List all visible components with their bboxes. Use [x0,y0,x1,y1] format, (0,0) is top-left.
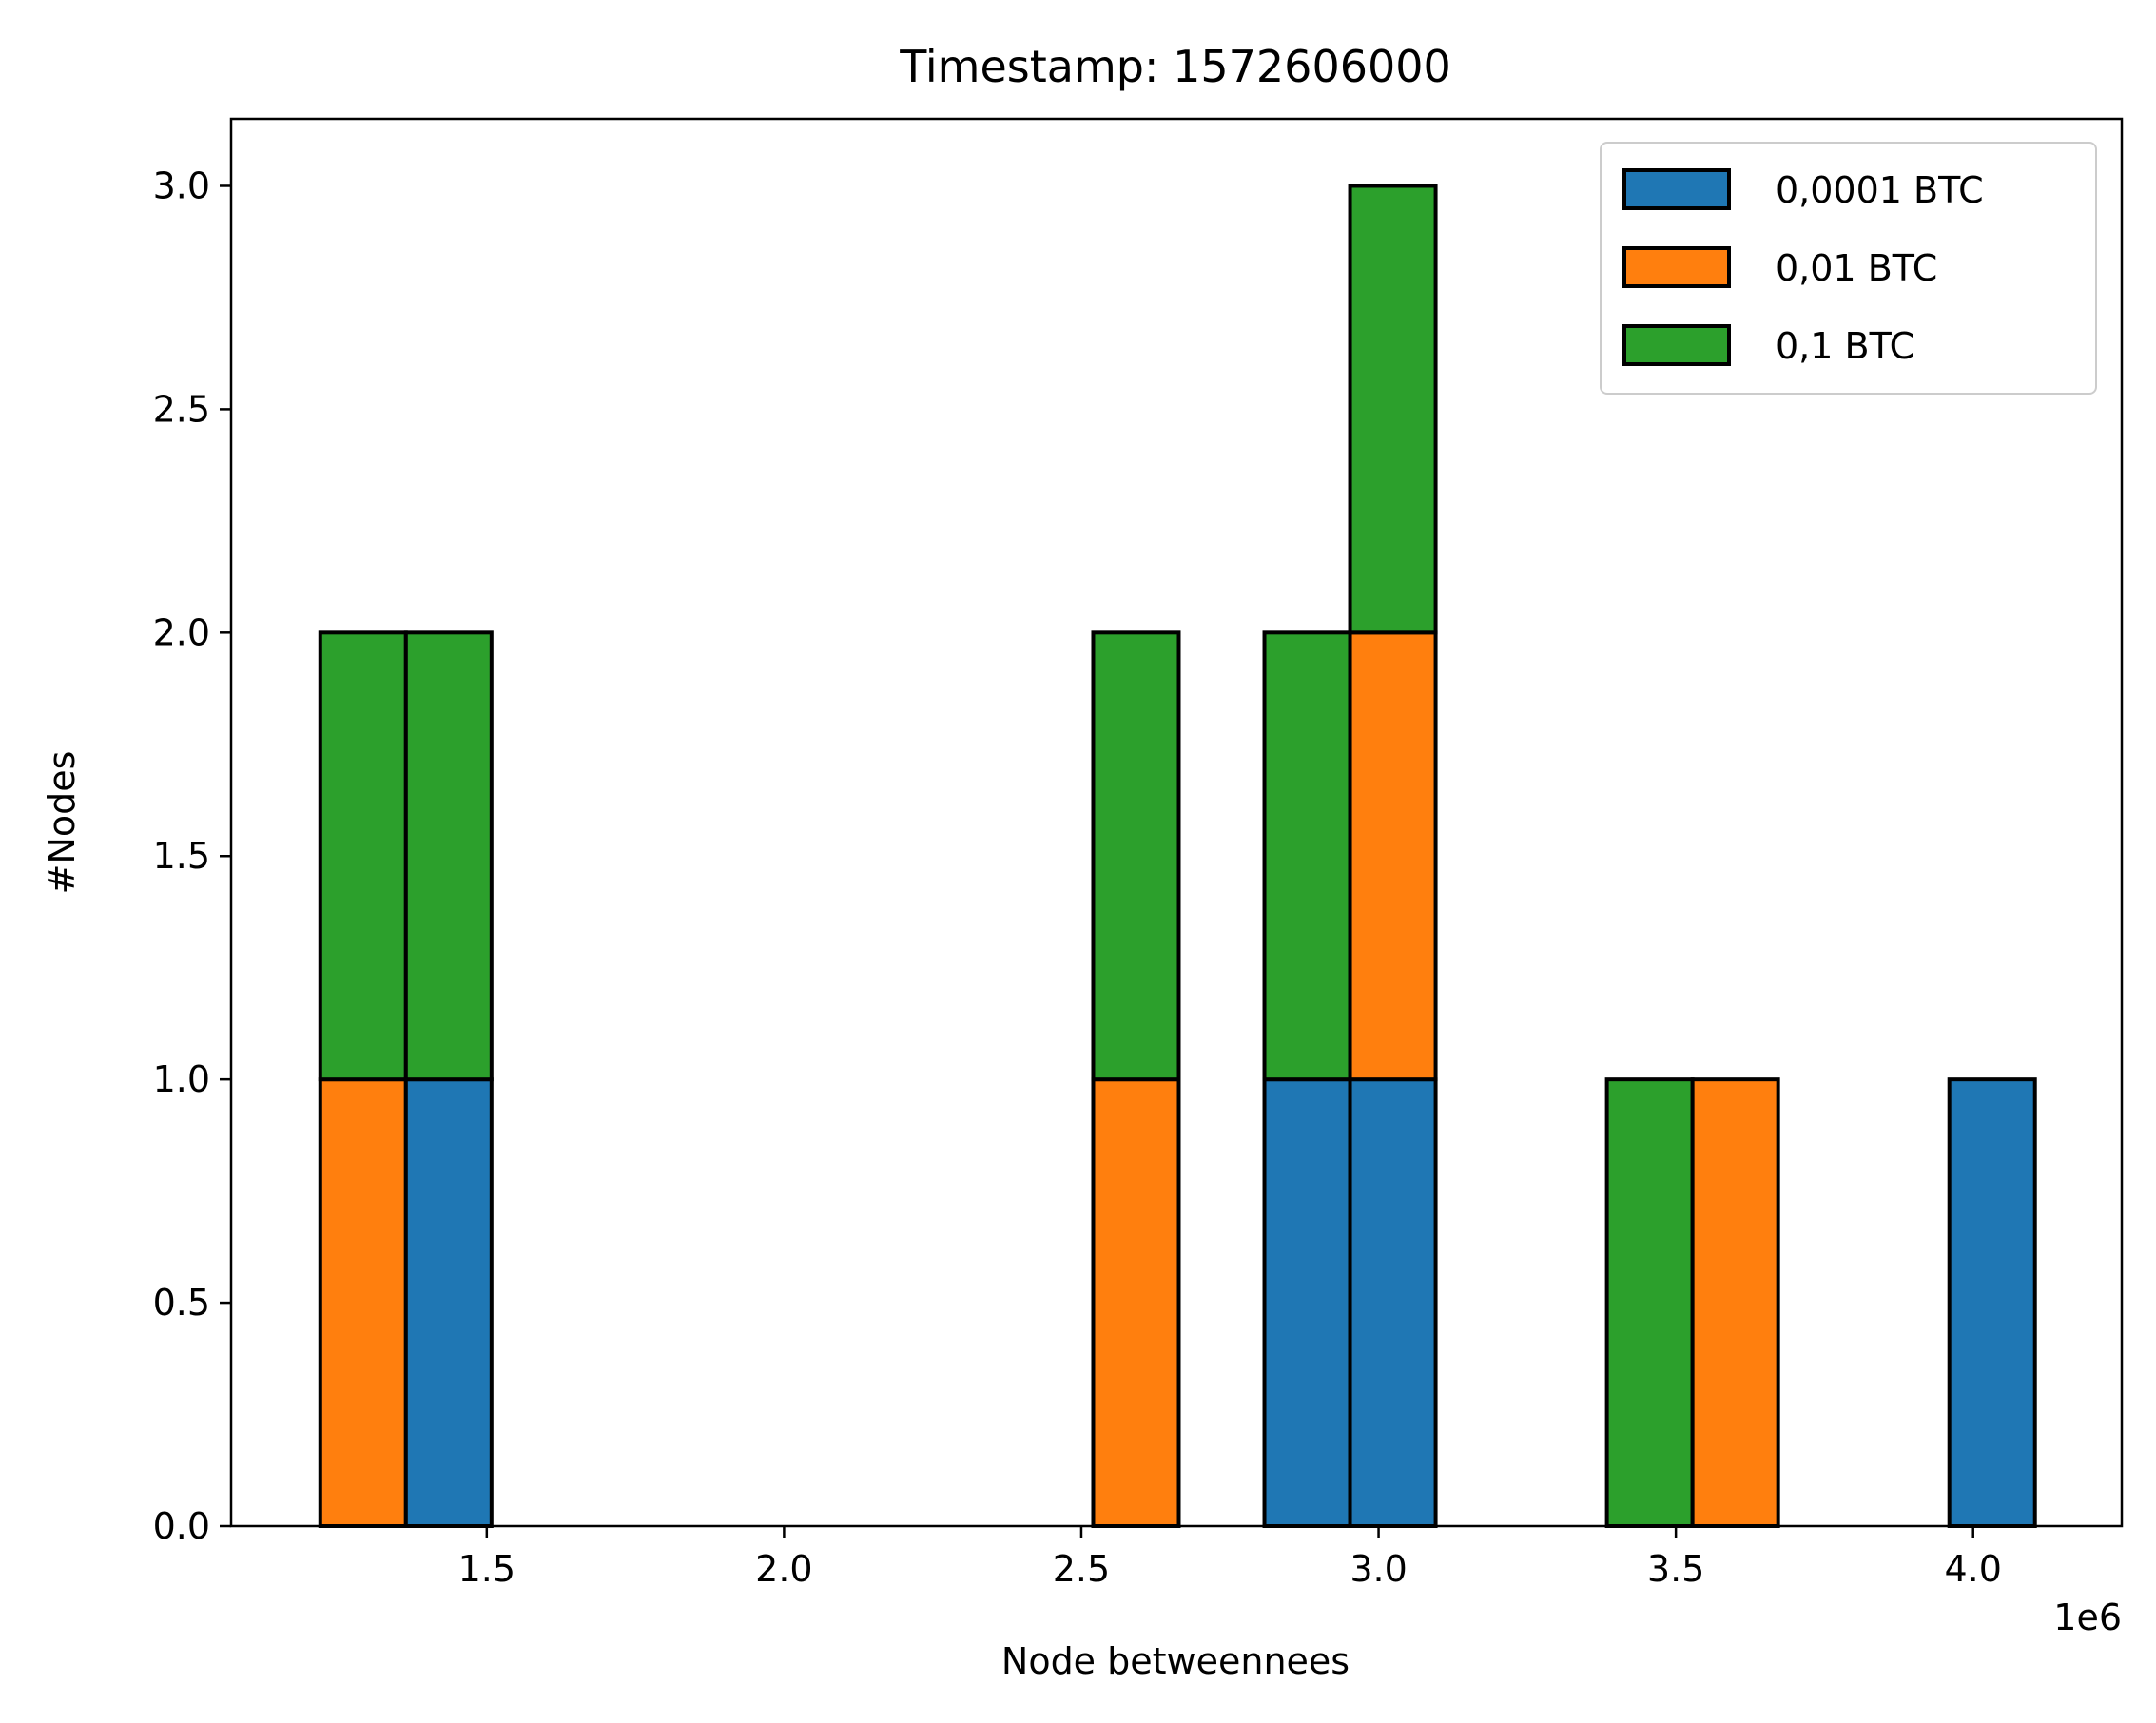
x-axis-ticks: 1.5 2.0 2.5 3.0 3.5 4.0 [458,1526,2002,1590]
plot-frame [229,117,2124,1528]
x-tick-label: 2.5 [1053,1548,1110,1590]
y-tick-label: 1.5 [153,835,210,877]
x-tick-label: 2.0 [755,1548,812,1590]
bar-0-1-btc-bin-2 [403,630,494,1082]
bar-0-1-btc-bin-1 [318,630,408,1082]
bar-0-1-btc-bin-3 [1091,630,1181,1082]
x-tick-label: 3.0 [1350,1548,1407,1590]
x-axis-offset-label: 1e6 [2053,1597,2122,1638]
x-tick-label: 3.5 [1647,1548,1704,1590]
bar-0-0001-btc-bin-2 [403,1077,494,1528]
bar-0-1-btc-bin-6 [1604,1077,1695,1528]
y-tick-label: 3.0 [153,165,210,206]
bar-0-1-btc-bin-4 [1262,630,1352,1082]
y-axis-label: #Nodes [41,751,83,895]
bar-0-01-btc-bin-1 [318,1077,408,1528]
bar-0-0001-btc-bin-5 [1348,1077,1438,1528]
x-tick-label: 1.5 [458,1548,515,1590]
bar-0-01-btc-bin-3 [1091,1077,1181,1528]
y-tick-label: 1.0 [153,1058,210,1100]
y-axis-ticks: 0.0 0.5 1.0 1.5 2.0 2.5 3.0 [153,165,231,1547]
y-tick-label: 2.0 [153,611,210,653]
x-tick-label: 4.0 [1944,1548,2001,1590]
bar-0-01-btc-bin-7 [1690,1077,1780,1528]
bar-0-0001-btc-bin-4 [1262,1077,1352,1528]
bar-0-01-btc-bin-5 [1348,630,1438,1082]
chart-title: Timestamp: 1572606000 [899,41,1451,92]
legend-label-0-1-btc: 0,1 BTC [1776,325,1914,367]
legend-swatch-0-01-btc [1622,246,1731,288]
legend-swatch-0-1-btc [1622,324,1731,366]
y-tick-label: 0.5 [153,1282,210,1324]
legend-swatch-0-0001-btc [1622,168,1731,210]
bar-0-0001-btc-bin-8 [1947,1077,2037,1528]
legend-entries: 0,0001 BTC 0,01 BTC 0,1 BTC [1622,168,1984,367]
legend: 0,0001 BTC 0,01 BTC 0,1 BTC [1600,142,2097,395]
x-axis-label: Node betweennees [1001,1640,1350,1682]
bar-0-1-btc-bin-5 [1348,184,1438,635]
y-tick-label: 2.5 [153,388,210,430]
legend-label-0-01-btc: 0,01 BTC [1776,247,1937,289]
legend-label-0-0001-btc: 0,0001 BTC [1776,169,1984,211]
bars-layer [318,184,2037,1528]
y-tick-label: 0.0 [153,1505,210,1547]
